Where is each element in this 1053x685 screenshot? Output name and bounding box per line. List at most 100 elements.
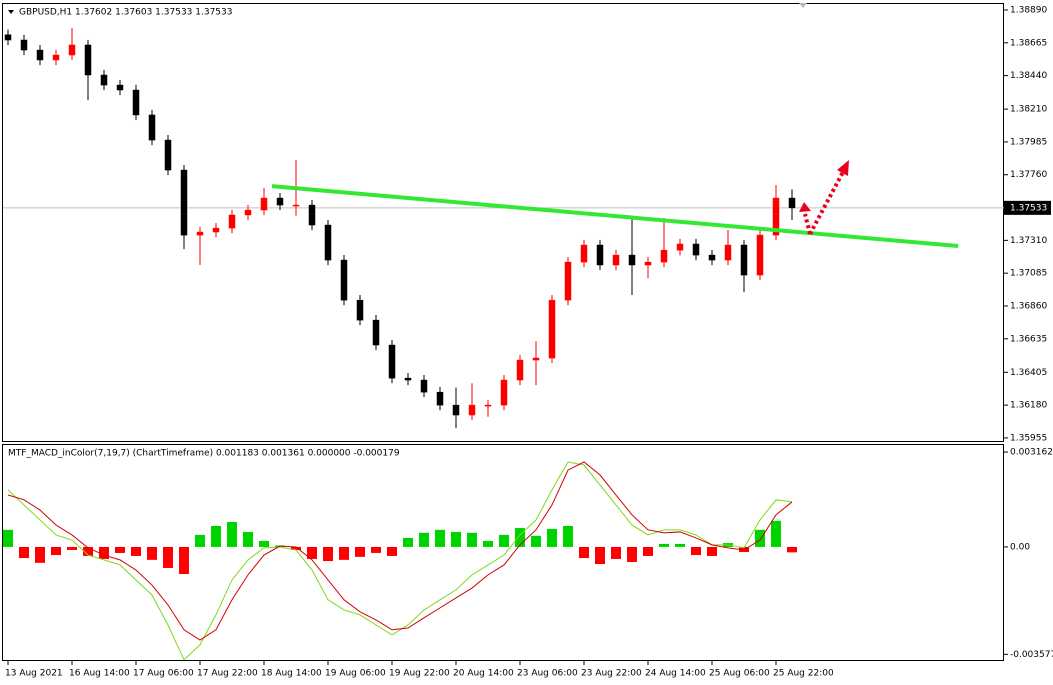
candle-body — [116, 84, 124, 91]
candle-body — [420, 379, 428, 393]
candle-body — [628, 254, 636, 266]
y-tick-label: 1.37085 — [1010, 269, 1047, 279]
histogram-bar — [531, 535, 541, 547]
y-tick-label: 1.35955 — [1010, 433, 1047, 443]
macd-title: MTF_MACD_inColor(7,19,7) (ChartTimeframe… — [8, 449, 400, 459]
histogram-bar — [403, 537, 413, 547]
x-tick-label: 16 Aug 14:00 — [69, 669, 130, 679]
histogram-bar — [611, 546, 621, 559]
candle-body — [356, 299, 364, 321]
candle-body — [180, 169, 188, 236]
candle-body — [724, 244, 732, 261]
histogram-bar — [3, 529, 13, 547]
histogram-bar — [595, 546, 605, 565]
candle-body — [740, 244, 748, 276]
candle-body — [788, 197, 796, 209]
trendline — [271, 184, 959, 249]
histogram-bar — [51, 546, 61, 556]
candle-body — [644, 261, 652, 266]
histogram-bar — [339, 546, 349, 560]
histogram-bar — [243, 531, 253, 547]
histogram-bar — [691, 546, 701, 556]
histogram-bar — [163, 546, 173, 568]
y-tick-label: 1.38890 — [1010, 5, 1047, 15]
candle-body — [580, 244, 588, 263]
candle-body — [52, 54, 60, 61]
candle-body — [756, 234, 764, 276]
y-tick-label: 1.37760 — [1010, 170, 1047, 180]
histogram-bar — [515, 528, 525, 547]
x-tick-label: 25 Aug 06:00 — [709, 669, 770, 679]
macd-line — [7, 461, 793, 641]
histogram-bar — [179, 546, 189, 574]
candle-body — [372, 319, 380, 346]
x-tick-label: 20 Aug 14:00 — [453, 669, 514, 679]
candle-body — [100, 74, 108, 86]
histogram-bar — [19, 546, 29, 559]
x-tick-label: 25 Aug 22:00 — [773, 669, 834, 679]
y-tick-label: 1.38440 — [1010, 71, 1047, 81]
candle-body — [36, 49, 44, 61]
candle-body — [324, 224, 332, 261]
y-tick-label: 1.38665 — [1010, 38, 1047, 48]
candle-body — [228, 214, 236, 229]
histogram-bar — [307, 546, 317, 559]
histogram-bar — [419, 532, 429, 547]
y-tick-label: -0.003577 — [1010, 650, 1053, 660]
candle-body — [772, 197, 780, 236]
histogram-bar — [323, 546, 333, 562]
x-tick-label: 17 Aug 22:00 — [197, 669, 258, 679]
x-tick-label: 19 Aug 22:00 — [389, 669, 450, 679]
x-tick-label: 24 Aug 14:00 — [645, 669, 706, 679]
candle-body — [436, 391, 444, 406]
x-tick-label: 13 Aug 2021 — [5, 669, 63, 679]
histogram-bar — [195, 534, 205, 547]
histogram-bar — [355, 546, 365, 557]
candle-body — [244, 209, 252, 216]
candle-body — [612, 254, 620, 266]
histogram-bar — [387, 546, 397, 556]
histogram-bar — [467, 532, 477, 547]
macd-line — [7, 461, 793, 661]
histogram-bar — [259, 540, 269, 547]
y-tick-label: 1.36180 — [1010, 401, 1047, 411]
candle-body — [404, 377, 412, 381]
candle-body — [468, 404, 476, 416]
histogram-bar — [35, 546, 45, 563]
histogram-bar — [643, 546, 653, 556]
candle-body — [340, 259, 348, 301]
histogram-bar — [707, 546, 717, 556]
histogram-bar — [755, 529, 765, 547]
y-tick-label: 0.003162 — [1010, 448, 1053, 458]
price-title: GBPUSD,H1 1.37602 1.37603 1.37533 1.3753… — [19, 8, 232, 18]
menu-triangle[interactable] — [8, 10, 14, 14]
candle-body — [708, 254, 716, 261]
candle-body — [132, 89, 140, 116]
candle-body — [564, 261, 572, 301]
candle-body — [308, 204, 316, 226]
candle-body — [452, 404, 460, 416]
candle-body — [676, 243, 684, 251]
y-tick-label: 1.37310 — [1010, 236, 1047, 246]
candle-body — [516, 359, 524, 381]
candle-body — [388, 344, 396, 379]
x-tick-label: 19 Aug 06:00 — [325, 669, 386, 679]
histogram-bar — [499, 534, 509, 547]
histogram-bar — [131, 546, 141, 556]
histogram-bar — [771, 520, 781, 547]
candle-body — [660, 249, 668, 263]
candle-body — [148, 114, 156, 141]
x-tick-label: 17 Aug 06:00 — [133, 669, 194, 679]
candle-body — [292, 204, 300, 207]
candle-body — [548, 299, 556, 359]
histogram-bar — [451, 531, 461, 547]
candle-body — [212, 227, 220, 233]
macd-panel — [2, 444, 1004, 661]
histogram-bar — [435, 529, 445, 547]
x-tick-label: 18 Aug 14:00 — [261, 669, 322, 679]
histogram-bar — [115, 546, 125, 553]
candle-body — [596, 244, 604, 266]
candle-body — [500, 379, 508, 406]
y-tick-label: 1.37985 — [1010, 137, 1047, 147]
